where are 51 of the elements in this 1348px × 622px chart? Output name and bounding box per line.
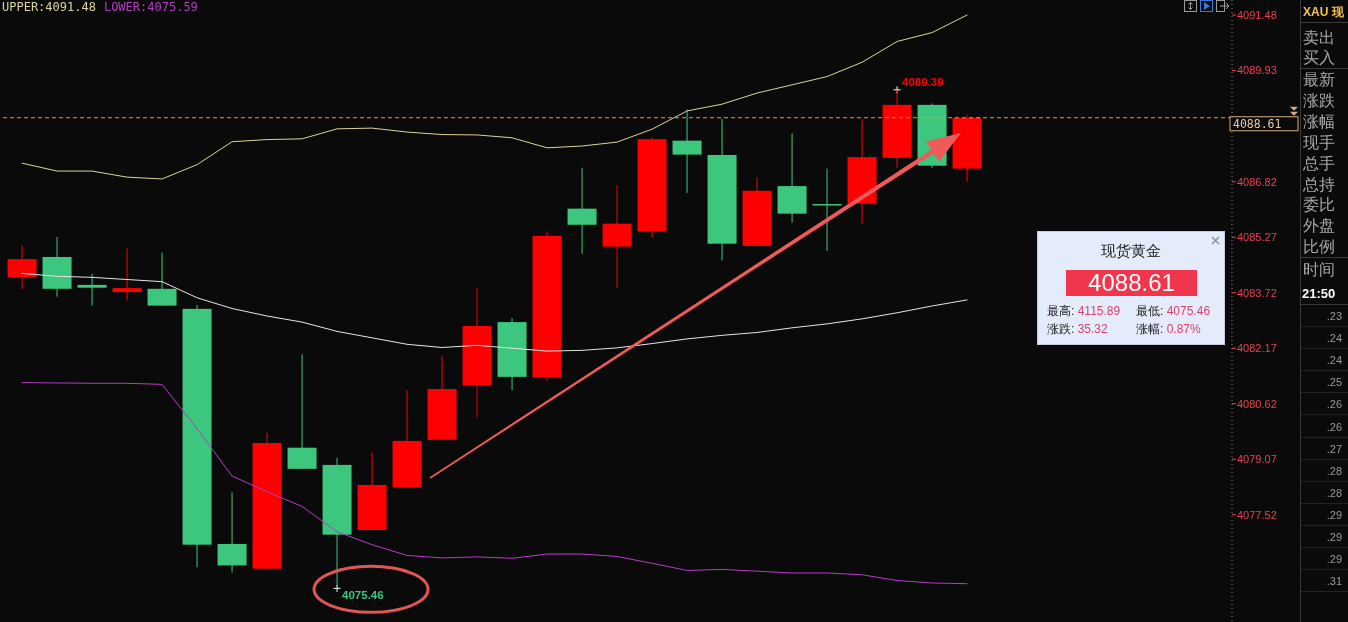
annotation: 4089.39 xyxy=(902,75,944,88)
text: 涨幅 xyxy=(1303,112,1335,130)
text: 涨幅: 0.87% xyxy=(1136,322,1201,336)
text: 委比 xyxy=(1303,196,1335,214)
line-series xyxy=(21,14,968,180)
y-tick-label: 4082.17 xyxy=(1237,342,1277,355)
text: .23 xyxy=(1326,310,1342,322)
text: 现手 xyxy=(1303,133,1335,151)
text: 买入 xyxy=(1303,49,1335,66)
text: .29 xyxy=(1326,508,1342,521)
candlestick xyxy=(112,247,142,302)
y-tick-label: 4089.93 xyxy=(1237,64,1277,77)
text: 最新 xyxy=(1303,71,1335,88)
y-tick-label: 4077.52 xyxy=(1237,508,1277,521)
text: 卖出 xyxy=(1303,29,1335,46)
line-series xyxy=(21,382,968,585)
y-tick-label: 4080.62 xyxy=(1237,397,1277,410)
y-tick-label: 4079.07 xyxy=(1237,453,1277,466)
text: 外盘 xyxy=(1303,217,1335,235)
text: 总手 xyxy=(1303,154,1335,172)
text: .26 xyxy=(1326,420,1342,433)
text: 4088.61 xyxy=(1088,269,1175,296)
text: 总持 xyxy=(1303,175,1335,193)
y-tick-label: 4086.82 xyxy=(1237,175,1277,188)
text: 4088.61 xyxy=(1233,117,1282,132)
text: .29 xyxy=(1326,553,1342,566)
text: LOWER:4075.59 xyxy=(103,0,198,14)
text: 涨跌: 35.32 xyxy=(1047,322,1108,336)
text: .26 xyxy=(1326,398,1342,411)
text: 21:50 xyxy=(1302,286,1336,301)
text: .28 xyxy=(1326,486,1342,499)
text: .24 xyxy=(1326,332,1342,345)
text: .25 xyxy=(1326,376,1342,389)
y-tick-label: 4085.27 xyxy=(1237,231,1277,244)
text: .28 xyxy=(1326,464,1342,477)
annotation: 4075.46 xyxy=(342,589,384,602)
text: 最高: 4115.89 xyxy=(1047,304,1121,318)
text: 最低: 4075.46 xyxy=(1136,304,1211,318)
text: 比例 xyxy=(1303,238,1335,256)
text: .24 xyxy=(1326,354,1342,367)
text: 时间 xyxy=(1303,261,1335,278)
text: XAU 现 xyxy=(1303,5,1344,19)
text: UPPER:4091.48 xyxy=(2,0,96,14)
text: .29 xyxy=(1326,531,1342,543)
text: 涨跌 xyxy=(1303,91,1335,109)
text: .31 xyxy=(1326,575,1342,588)
text: 现货黄金 xyxy=(1101,242,1161,259)
y-tick-label: 4091.48 xyxy=(1237,8,1277,21)
text: .27 xyxy=(1326,442,1342,455)
candlestick xyxy=(77,273,107,307)
y-tick-label: 4083.72 xyxy=(1237,286,1277,299)
